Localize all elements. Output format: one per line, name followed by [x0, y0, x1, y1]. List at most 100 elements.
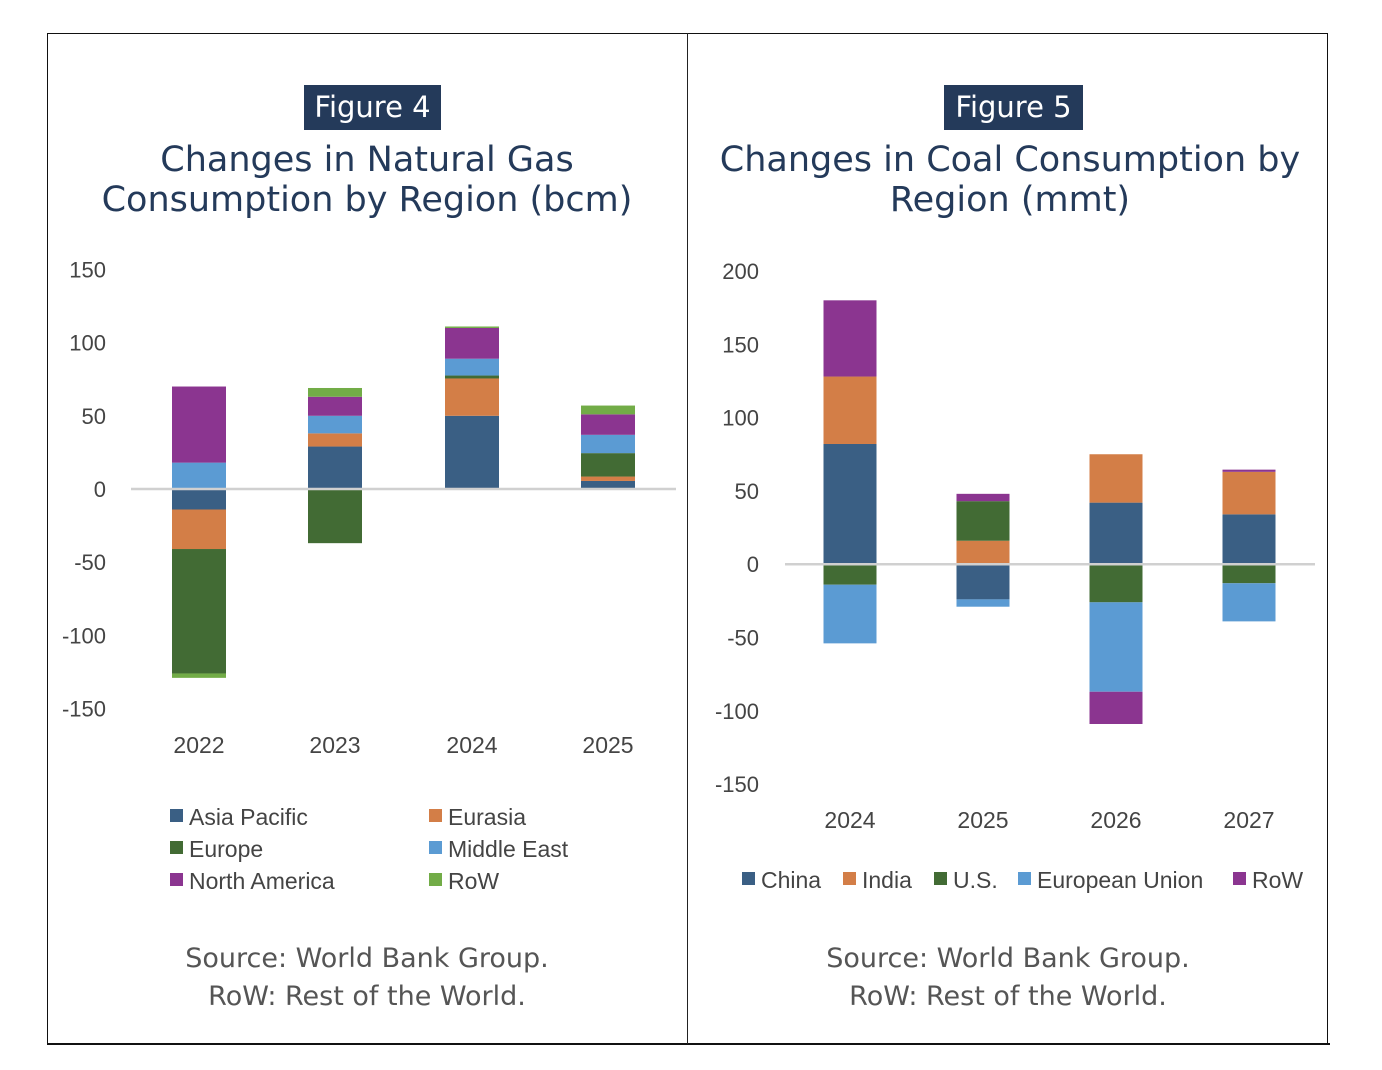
figure-5-source-line1: Source: World Bank Group. [826, 943, 1190, 974]
figure-4-title-line2: Consumption by Region (bcm) [101, 180, 633, 220]
figure-4-source-line1: Source: World Bank Group. [185, 943, 549, 974]
bar-segment-u-s--2026 [1089, 564, 1143, 603]
legend-swatch [170, 841, 183, 854]
x-category-label: 2024 [446, 732, 497, 758]
bar-segment-middle-east-2024 [445, 358, 499, 376]
bar-segment-china-2024 [823, 443, 877, 565]
y-tick-label: 150 [69, 257, 106, 282]
y-tick-label: 100 [69, 331, 106, 356]
y-tick-label: 100 [722, 406, 759, 431]
bar-segment-row-2026 [1089, 691, 1143, 724]
bar-segment-india-2025 [956, 540, 1010, 565]
bar-segment-middle-east-2022 [172, 462, 226, 489]
bar-segment-china-2027 [1222, 514, 1276, 565]
bar-segment-north-america-2023 [308, 396, 362, 416]
y-tick-label: -150 [715, 772, 759, 797]
bar-segment-china-2026 [1089, 502, 1143, 565]
y-tick-label: -50 [74, 550, 106, 575]
bar-segment-north-america-2024 [445, 327, 499, 359]
x-category-label: 2022 [173, 732, 224, 758]
bar-segment-u-s--2025 [956, 501, 1010, 541]
bar-segment-europe-2024 [445, 375, 499, 379]
legend-item: European Union [1018, 867, 1203, 893]
legend-swatch [1018, 872, 1031, 885]
legend-label: Asia Pacific [189, 804, 308, 830]
legend-item: India [843, 867, 912, 893]
y-tick-label: 0 [94, 477, 106, 502]
bar-segment-u-s--2027 [1222, 564, 1276, 584]
legend-label: Middle East [448, 836, 569, 862]
legend-swatch [170, 809, 183, 822]
legend-item: RoW [429, 868, 499, 894]
bar-segment-europe-2025 [581, 453, 635, 477]
legend-label: European Union [1037, 867, 1203, 893]
legend-swatch [742, 872, 755, 885]
bar-segment-eurasia-2024 [445, 378, 499, 416]
bar-segment-u-s--2024 [823, 564, 877, 585]
chart-5: 200 150 100 50 0 -50 -100 -150 2024 2025 2026 2027 C… [715, 259, 1315, 893]
legend-label: Eurasia [448, 804, 526, 830]
legend-item: Asia Pacific [170, 804, 308, 830]
y-tick-label: -100 [62, 623, 106, 648]
legend-label: RoW [448, 868, 499, 894]
y-tick-label: 50 [82, 404, 106, 429]
legend-swatch [429, 873, 442, 886]
bar-segment-eurasia-2023 [308, 433, 362, 447]
bar-segment-north-america-2022 [172, 386, 226, 463]
bar-segment-row-2022 [172, 673, 226, 678]
y-tick-label: -100 [715, 699, 759, 724]
x-category-label: 2027 [1223, 807, 1274, 833]
bar-segment-middle-east-2025 [581, 434, 635, 454]
bar-segment-india-2026 [1089, 454, 1143, 503]
bar-segment-asia-pacific-2024 [445, 415, 499, 489]
figure-5-badge: Figure 5 [944, 85, 1083, 130]
bar-segment-asia-pacific-2023 [308, 446, 362, 489]
bar-segment-europe-2023 [308, 489, 362, 544]
y-tick-label: -50 [727, 626, 759, 651]
legend-swatch [1233, 872, 1246, 885]
panel-divider [687, 33, 688, 1044]
bar-segment-india-2027 [1222, 471, 1276, 515]
legend-swatch [170, 873, 183, 886]
legend-item: Europe [170, 836, 263, 862]
legend-swatch [843, 872, 856, 885]
x-category-label: 2024 [824, 807, 875, 833]
figure-5-source-line2: RoW: Rest of the World. [849, 981, 1167, 1012]
figure-5-title-line1: Changes in Coal Consumption by [719, 140, 1301, 180]
chart-4: 150 100 50 0 -50 -100 -150 2022 2023 2024 2025 Asia… [62, 257, 676, 894]
y-tick-label: 200 [722, 259, 759, 284]
legend-swatch [429, 809, 442, 822]
y-tick-label: 150 [722, 332, 759, 357]
x-category-label: 2025 [582, 732, 633, 758]
frame-bottom-border [47, 1043, 1330, 1045]
bar-segment-row-2027 [1222, 469, 1276, 472]
bar-segment-row-2024 [823, 300, 877, 377]
y-tick-label: 0 [747, 552, 759, 577]
figure-5-source: Source: World Bank Group. RoW: Rest of t… [708, 940, 1308, 1016]
bar-segment-eurasia-2022 [172, 509, 226, 550]
legend-label: North America [189, 868, 335, 894]
legend-label: RoW [1252, 867, 1303, 893]
figure-4-source-line2: RoW: Rest of the World. [208, 981, 526, 1012]
figure-5-title: Changes in Coal Consumption by Region (m… [700, 140, 1320, 220]
bar-segment-india-2024 [823, 376, 877, 444]
bar-segment-china-2025 [956, 564, 1010, 600]
legend-item: North America [170, 868, 335, 894]
bar-segment-european-union-2026 [1089, 602, 1143, 692]
legend-label: China [761, 867, 821, 893]
figure-4-title: Changes in Natural Gas Consumption by Re… [67, 140, 667, 220]
bar-segment-row-2025 [956, 493, 1010, 502]
figure-4-source: Source: World Bank Group. RoW: Rest of t… [67, 940, 667, 1016]
bar-segment-asia-pacific-2022 [172, 489, 226, 510]
bar-segment-row-2024 [445, 326, 499, 328]
x-category-label: 2023 [309, 732, 360, 758]
y-tick-label: 50 [735, 479, 759, 504]
legend-label: Europe [189, 836, 263, 862]
legend-swatch [429, 841, 442, 854]
x-category-label: 2026 [1090, 807, 1141, 833]
figure-4-badge: Figure 4 [304, 85, 441, 130]
legend-item: China [742, 867, 821, 893]
bar-segment-asia-pacific-2025 [581, 480, 635, 489]
x-category-label: 2025 [957, 807, 1008, 833]
legend-item: U.S. [934, 867, 998, 893]
